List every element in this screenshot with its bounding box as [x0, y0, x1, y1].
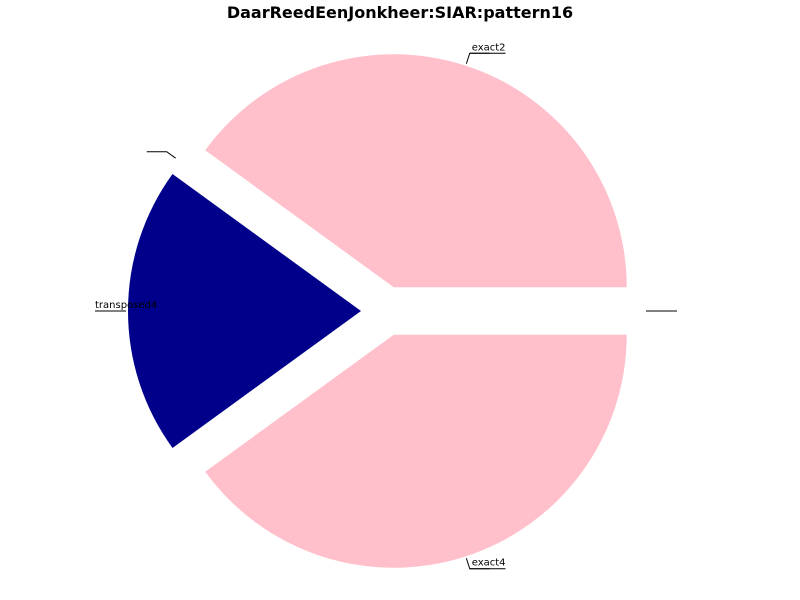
labels-group: exact2 transposed4 exact4: [95, 42, 677, 570]
chart-title: DaarReedEenJonkheer:SIAR:pattern16: [227, 3, 573, 22]
slice-label: exact4: [472, 558, 506, 569]
pie-slice-transposed4: [128, 174, 361, 448]
slice-label: transposed4: [95, 300, 157, 311]
leader-line: [465, 52, 490, 64]
leader-line: [146, 151, 176, 159]
slice-label: exact2: [472, 42, 506, 53]
pie-slice-exact4: [205, 334, 627, 568]
slices-group: [128, 54, 627, 568]
pie-slice-exact2: [205, 54, 627, 288]
